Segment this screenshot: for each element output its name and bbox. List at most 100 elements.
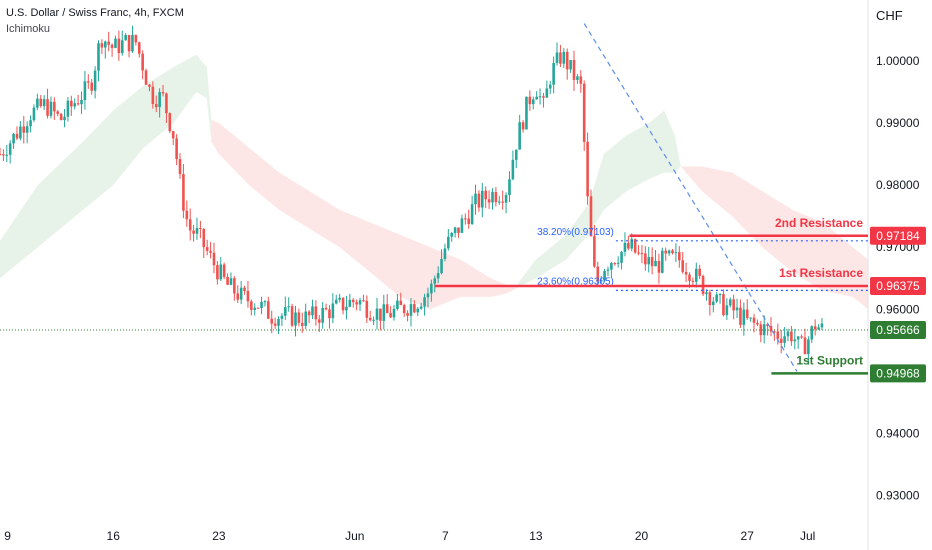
candle-body bbox=[154, 104, 158, 108]
candle-body bbox=[766, 324, 769, 326]
candle-body bbox=[42, 99, 46, 107]
candle-body bbox=[654, 260, 657, 267]
candle-body bbox=[53, 101, 56, 112]
candle-body bbox=[389, 313, 392, 318]
candle-body bbox=[572, 60, 576, 80]
fib-level-label: 38.20%(0.97103) bbox=[537, 227, 614, 238]
y-tick-label: 0.93000 bbox=[876, 489, 920, 503]
candle-body bbox=[158, 92, 161, 108]
candle-body bbox=[691, 280, 695, 282]
candle-body bbox=[66, 100, 70, 117]
candle-body bbox=[440, 258, 443, 274]
candle-body bbox=[589, 196, 593, 237]
candle-body bbox=[188, 219, 192, 231]
candle-body bbox=[817, 327, 820, 330]
candle-body bbox=[219, 264, 223, 280]
candle-body bbox=[708, 292, 712, 306]
candle-body bbox=[87, 81, 90, 83]
candle-body bbox=[807, 339, 810, 355]
candle-body bbox=[762, 324, 766, 336]
candle-body bbox=[205, 247, 209, 251]
candle-body bbox=[260, 301, 263, 309]
candle-body bbox=[728, 299, 732, 306]
candle-body bbox=[348, 299, 352, 307]
candle-body bbox=[599, 279, 603, 282]
candle-body bbox=[650, 257, 654, 267]
candle-body bbox=[783, 336, 786, 343]
candle-body bbox=[270, 318, 274, 324]
candle-body bbox=[644, 253, 647, 265]
candle-body bbox=[694, 268, 698, 282]
candle-body bbox=[793, 339, 797, 342]
candle-body bbox=[484, 190, 488, 200]
candle-body bbox=[107, 41, 110, 45]
candle-body bbox=[338, 297, 341, 300]
candle-body bbox=[182, 174, 185, 211]
candle-body bbox=[324, 307, 328, 310]
price-badge-value: 0.96375 bbox=[876, 279, 920, 293]
candle-body bbox=[606, 269, 610, 271]
candle-body bbox=[752, 317, 756, 323]
indicator-label[interactable]: Ichimoku bbox=[6, 23, 51, 35]
candle-body bbox=[127, 35, 131, 52]
candle-body bbox=[613, 263, 617, 265]
candle-body bbox=[409, 304, 413, 316]
candle-body bbox=[253, 307, 257, 310]
candle-body bbox=[141, 53, 144, 71]
candle-body bbox=[698, 268, 701, 276]
candle-body bbox=[114, 38, 117, 48]
candle-body bbox=[267, 301, 270, 319]
candle-body bbox=[124, 35, 127, 41]
candle-body bbox=[776, 331, 780, 339]
candle-body bbox=[735, 307, 739, 311]
candle-body bbox=[399, 300, 403, 306]
candle-body bbox=[739, 307, 742, 325]
candle-body bbox=[256, 307, 260, 309]
candle-body bbox=[742, 309, 746, 325]
currency-label: CHF bbox=[876, 8, 903, 23]
candle-body bbox=[688, 274, 691, 281]
candle-body bbox=[460, 218, 464, 233]
candle-body bbox=[406, 313, 409, 316]
symbol-title[interactable]: U.S. Dollar / Swiss Franc, 4h, FXCM bbox=[6, 7, 184, 19]
candle-body bbox=[2, 154, 5, 156]
x-tick-label: 27 bbox=[741, 529, 755, 543]
candle-body bbox=[637, 252, 640, 254]
candle-body bbox=[355, 302, 358, 305]
support-price-badge bbox=[870, 364, 926, 383]
ichimoku-cloud-bear bbox=[211, 119, 515, 310]
candle-body bbox=[396, 300, 399, 309]
y-tick-label: 0.98000 bbox=[876, 178, 920, 192]
candle-body bbox=[430, 283, 433, 294]
candle-body bbox=[627, 242, 630, 249]
candle-body bbox=[103, 41, 107, 48]
candle-body bbox=[134, 35, 138, 43]
x-tick-label: 9 bbox=[4, 529, 11, 543]
candle-body bbox=[603, 270, 606, 280]
candle-body bbox=[168, 113, 172, 132]
y-tick-label: 1.00000 bbox=[876, 54, 920, 68]
candle-body bbox=[497, 201, 501, 203]
ichimoku-cloud-bear bbox=[680, 166, 868, 310]
candle-body bbox=[711, 301, 715, 306]
candle-body bbox=[151, 86, 155, 105]
candle-body bbox=[19, 126, 22, 139]
candle-body bbox=[773, 331, 776, 333]
candle-body bbox=[120, 40, 124, 54]
candle-body bbox=[521, 122, 525, 130]
candle-body bbox=[12, 133, 15, 144]
candle-body bbox=[148, 84, 151, 87]
candle-body bbox=[8, 143, 12, 155]
candle-body bbox=[640, 253, 644, 255]
candle-body bbox=[300, 322, 304, 326]
candle-body bbox=[630, 239, 634, 249]
candle-body bbox=[161, 92, 165, 94]
candle-body bbox=[250, 301, 253, 310]
candle-body bbox=[280, 315, 284, 319]
candle-body bbox=[450, 233, 454, 237]
candle-body bbox=[372, 319, 375, 321]
candle-body bbox=[582, 83, 586, 142]
candle-body bbox=[426, 293, 430, 298]
candle-body bbox=[229, 278, 233, 285]
